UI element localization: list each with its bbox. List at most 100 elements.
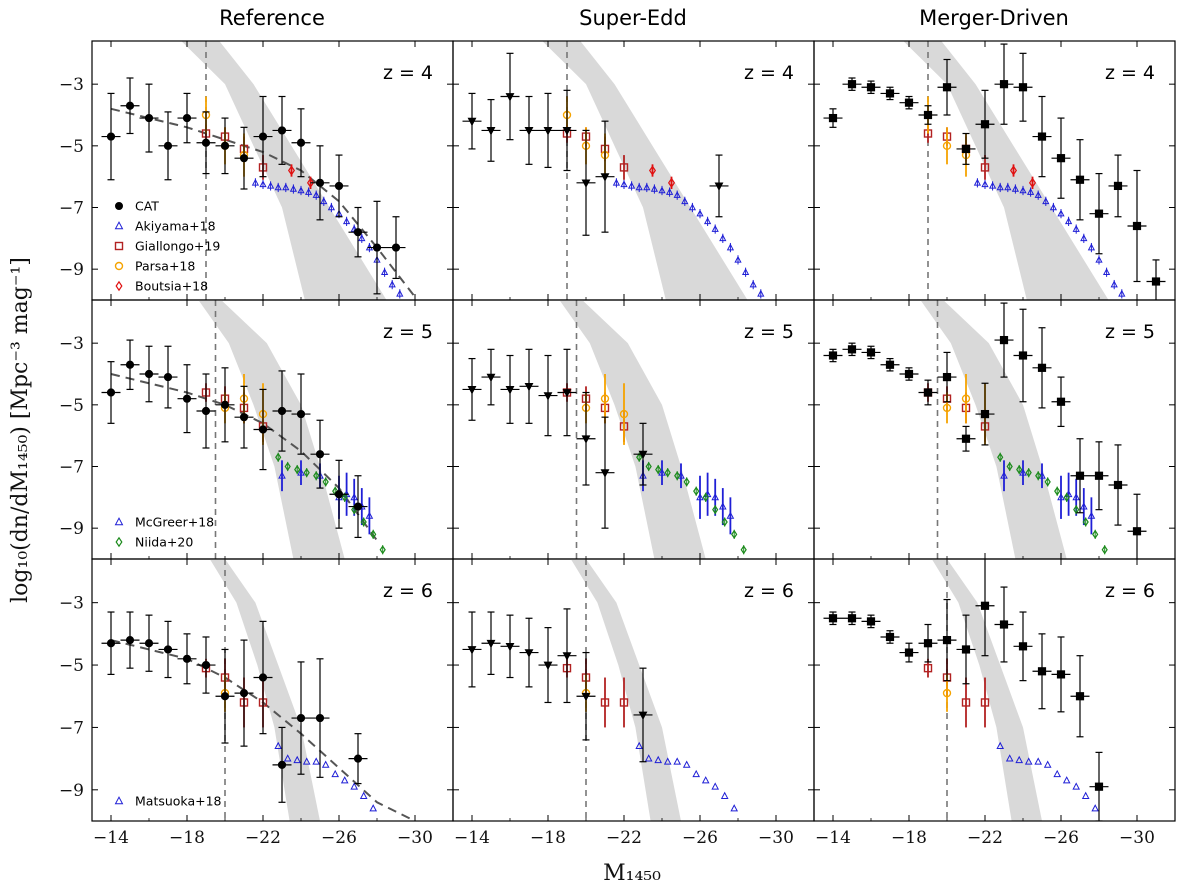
obs-point xyxy=(293,755,302,764)
obs-point xyxy=(1057,492,1065,501)
redshift-label: z = 4 xyxy=(1105,62,1155,84)
model-point xyxy=(353,228,363,237)
obs-point xyxy=(1087,511,1096,519)
panel-merger-driven-z5: z = 5 xyxy=(813,299,1176,560)
model-point xyxy=(201,406,211,416)
x-tick-label: −22 xyxy=(245,828,281,848)
obs-point xyxy=(663,757,672,765)
model-point xyxy=(391,243,401,252)
obs-point xyxy=(283,754,292,762)
obs-point xyxy=(1118,289,1126,297)
model-point xyxy=(581,435,591,444)
obs-point xyxy=(1015,755,1024,764)
obs-point xyxy=(942,688,952,698)
legend-marker xyxy=(115,536,123,548)
model-point xyxy=(144,113,154,123)
y-tick-label: −7 xyxy=(59,458,84,478)
obs-point xyxy=(654,755,663,764)
obs-point xyxy=(1110,280,1118,288)
obs-point xyxy=(1087,243,1096,251)
obs-point xyxy=(942,403,952,413)
model-point xyxy=(505,642,515,652)
obs-point xyxy=(275,452,282,462)
obs-point xyxy=(726,243,735,251)
obs-point xyxy=(720,791,729,799)
model-point xyxy=(1113,480,1123,490)
obs-point xyxy=(388,280,396,288)
obs-point xyxy=(712,504,719,515)
panel-plot-area xyxy=(462,559,739,821)
obs-point xyxy=(648,165,657,176)
obs-point xyxy=(655,464,662,475)
model-point xyxy=(296,713,306,723)
model-point xyxy=(353,502,363,511)
model-point xyxy=(885,360,895,369)
obs-point xyxy=(1064,217,1073,225)
obs-point xyxy=(996,183,1004,191)
shaded-band xyxy=(542,41,748,300)
model-point xyxy=(543,661,553,671)
obs-point xyxy=(274,183,282,191)
model-point xyxy=(239,689,249,698)
obs-point xyxy=(645,461,652,472)
obs-point xyxy=(673,191,681,198)
legend-marker xyxy=(114,796,124,805)
y-tick-label: −3 xyxy=(59,334,84,354)
obs-point xyxy=(331,769,340,778)
panel-plot-area xyxy=(823,300,1147,559)
obs-point xyxy=(1081,791,1090,799)
obs-point xyxy=(650,184,659,192)
model-point xyxy=(885,89,895,98)
obs-point xyxy=(1024,757,1033,765)
model-point xyxy=(486,639,496,649)
model-point xyxy=(182,654,192,663)
panel-plot-area xyxy=(101,41,416,300)
obs-point xyxy=(619,163,629,172)
x-tick-label: −18 xyxy=(891,828,927,848)
obs-point xyxy=(711,224,719,232)
obs-point xyxy=(274,741,283,750)
obs-point xyxy=(703,217,712,225)
panel-merger-driven-z4: z = 4 xyxy=(813,40,1176,301)
model-point xyxy=(201,138,211,147)
obs-point xyxy=(696,209,704,217)
obs-point xyxy=(981,180,989,188)
x-tick-label: −22 xyxy=(967,828,1003,848)
panel-super-edd-z4: z = 4 xyxy=(452,40,815,301)
obs-point xyxy=(1019,468,1027,476)
legend-label: McGreer+18 xyxy=(135,515,214,530)
obs-point xyxy=(600,698,610,707)
obs-point xyxy=(266,181,275,189)
x-tick-label: −18 xyxy=(169,828,205,848)
obs-point xyxy=(612,178,621,186)
panels-group: −3 −5 −7 −9 z = 4 CAT Akiyama+18 Giallongo+19 Pa… xyxy=(59,40,1176,848)
legend-marker xyxy=(114,517,124,526)
model-point xyxy=(1132,221,1142,231)
model-point xyxy=(961,645,971,654)
model-point xyxy=(999,335,1009,345)
obs-point xyxy=(693,486,700,496)
obs-point xyxy=(365,511,374,519)
obs-point xyxy=(1091,804,1100,812)
model-point xyxy=(1075,692,1085,701)
column-title-super-edd: Super-Edd xyxy=(579,6,687,30)
legend-marker xyxy=(114,221,124,230)
legend-marker xyxy=(114,241,124,251)
model-point xyxy=(505,93,515,102)
x-axis-label: M₁₄₅₀ xyxy=(603,861,661,886)
obs-point xyxy=(294,464,301,475)
y-tick-label: −5 xyxy=(59,137,84,157)
x-tick-label: −14 xyxy=(93,828,129,848)
obs-point xyxy=(1053,769,1062,778)
model-point xyxy=(106,639,116,648)
model-point xyxy=(201,660,211,670)
obs-point xyxy=(644,754,653,762)
x-tick-label: −22 xyxy=(606,828,642,848)
model-point xyxy=(942,372,952,382)
obs-point xyxy=(278,471,286,479)
y-tick-label: −7 xyxy=(59,718,84,738)
model-point xyxy=(372,243,382,252)
panel-plot-area xyxy=(101,300,386,559)
model-point xyxy=(714,182,724,191)
model-point xyxy=(847,80,857,89)
